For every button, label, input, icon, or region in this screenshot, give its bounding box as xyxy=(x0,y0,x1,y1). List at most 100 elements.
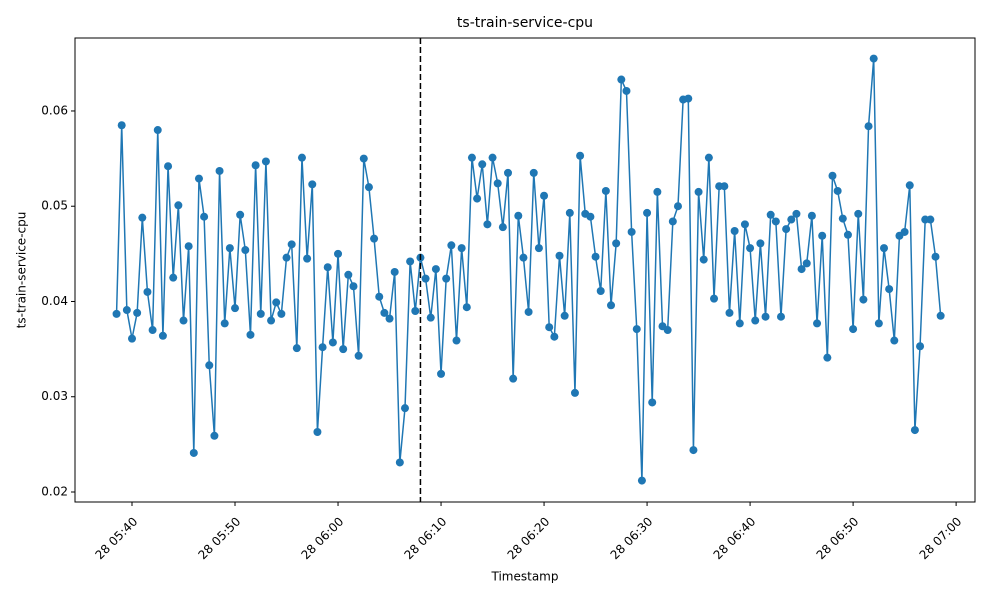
point xyxy=(143,287,152,296)
point xyxy=(710,294,719,303)
point xyxy=(859,295,868,304)
point xyxy=(926,215,935,224)
point xyxy=(431,265,440,274)
point xyxy=(771,217,780,226)
point xyxy=(849,325,858,334)
point xyxy=(380,308,389,317)
point xyxy=(833,186,842,195)
point xyxy=(256,309,265,318)
point xyxy=(916,342,925,351)
point xyxy=(740,220,749,229)
point xyxy=(668,217,677,226)
point xyxy=(349,282,358,291)
point xyxy=(730,226,739,235)
point xyxy=(158,331,167,340)
point xyxy=(251,161,260,170)
point xyxy=(756,239,765,248)
point xyxy=(751,316,760,325)
point xyxy=(210,431,219,440)
point xyxy=(699,255,708,264)
point xyxy=(282,253,291,262)
point xyxy=(148,326,157,335)
point xyxy=(112,309,121,318)
point xyxy=(931,252,940,261)
point xyxy=(555,251,564,260)
point xyxy=(684,94,693,103)
point xyxy=(164,162,173,171)
point xyxy=(880,244,889,253)
point xyxy=(236,210,245,219)
point xyxy=(509,374,518,383)
point xyxy=(885,285,894,294)
point xyxy=(194,174,203,183)
point xyxy=(225,244,234,253)
point xyxy=(267,316,276,325)
point xyxy=(823,353,832,362)
point xyxy=(308,180,317,189)
point xyxy=(694,187,703,196)
point xyxy=(344,270,353,279)
point xyxy=(354,351,363,360)
point xyxy=(787,215,796,224)
point xyxy=(746,244,755,253)
point xyxy=(910,426,919,435)
point xyxy=(725,308,734,317)
point xyxy=(874,319,883,328)
point xyxy=(766,210,775,219)
point xyxy=(782,225,791,234)
point xyxy=(478,160,487,169)
point xyxy=(534,244,543,253)
point xyxy=(174,201,183,210)
point xyxy=(637,476,646,485)
point xyxy=(792,209,801,218)
y-tick-label: 0.02 xyxy=(41,484,68,498)
point xyxy=(761,312,770,321)
point xyxy=(179,316,188,325)
point xyxy=(802,259,811,268)
point xyxy=(169,273,178,282)
point xyxy=(375,292,384,301)
point xyxy=(632,325,641,334)
point xyxy=(540,191,549,200)
point xyxy=(261,157,270,166)
point xyxy=(313,427,322,436)
point xyxy=(843,230,852,239)
point xyxy=(200,212,209,221)
point xyxy=(550,332,559,341)
point xyxy=(395,458,404,467)
point xyxy=(864,122,873,131)
point xyxy=(807,211,816,220)
point xyxy=(318,343,327,352)
point xyxy=(617,75,626,84)
point xyxy=(818,231,827,240)
point xyxy=(467,153,476,162)
point xyxy=(776,312,785,321)
point xyxy=(457,244,466,253)
point xyxy=(890,336,899,345)
point xyxy=(488,153,497,162)
point xyxy=(323,263,332,272)
point xyxy=(601,186,610,195)
x-axis-label: Timestamp xyxy=(491,570,559,584)
point xyxy=(128,334,137,343)
point xyxy=(612,239,621,248)
point xyxy=(406,257,415,266)
point xyxy=(560,311,569,320)
point xyxy=(838,214,847,223)
point xyxy=(828,171,837,180)
point xyxy=(498,223,507,232)
chart-title: ts-train-service-cpu xyxy=(457,15,593,31)
point xyxy=(339,345,348,354)
point xyxy=(936,311,945,320)
point xyxy=(117,121,126,130)
point xyxy=(735,319,744,328)
point xyxy=(813,319,822,328)
point xyxy=(586,212,595,221)
point xyxy=(215,166,224,175)
point xyxy=(359,154,368,163)
point xyxy=(133,308,142,317)
point xyxy=(504,168,513,177)
point xyxy=(122,306,131,315)
point xyxy=(452,336,461,345)
point xyxy=(138,213,147,222)
